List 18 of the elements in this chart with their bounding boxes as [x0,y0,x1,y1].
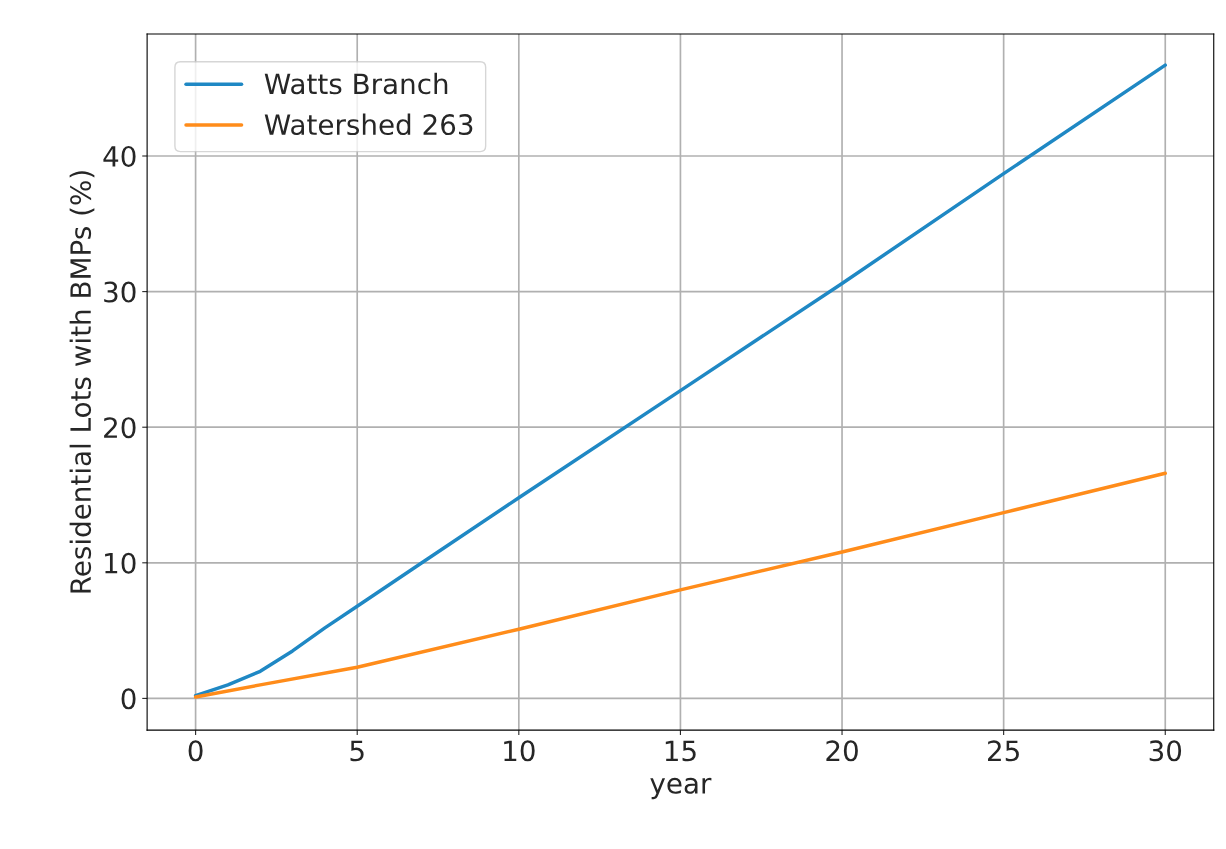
y-tick-label: 30 [104,281,136,303]
y-tick-label: 20 [104,417,136,439]
legend-label: Watershed 263 [264,113,473,136]
line-series [193,471,1167,699]
y-tick-label: 40 [103,145,136,167]
x-tick-label: 5 [350,740,364,762]
x-tick-label: 15 [665,740,696,762]
x-tick-label: 20 [826,740,858,762]
y-tick-label: 0 [121,688,136,710]
y-axis-title: Residential Lots with BMPs (%) [69,171,95,593]
x-axis-title: year [650,777,712,800]
x-tick-label: 30 [1149,740,1182,762]
x-tick-label: 0 [188,740,203,762]
legend-label: Watts Branch [264,72,448,95]
x-tick-label: 10 [504,740,535,762]
x-tick-label: 25 [988,740,1019,762]
y-tick-label: 10 [105,552,136,574]
line-series [193,63,1167,698]
